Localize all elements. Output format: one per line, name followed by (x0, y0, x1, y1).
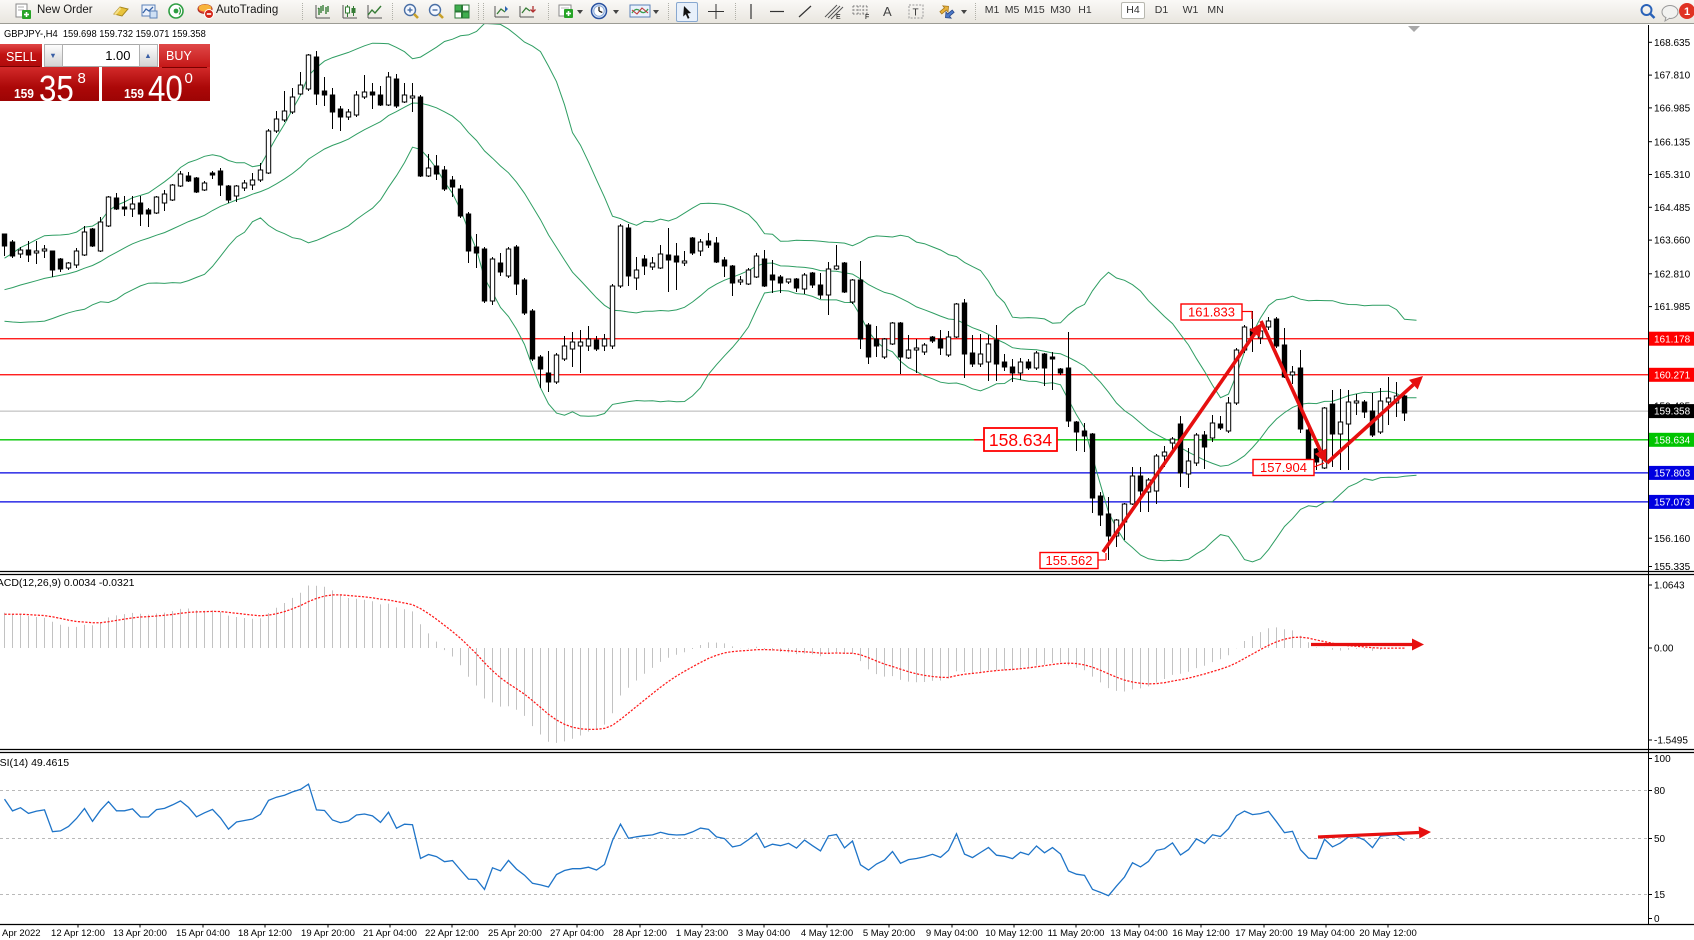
svg-text:166.985: 166.985 (1654, 104, 1691, 115)
svg-text:157.073: 157.073 (1654, 498, 1691, 509)
svg-text:18 Apr 12:00: 18 Apr 12:00 (238, 928, 292, 939)
svg-text:163.660: 163.660 (1654, 236, 1691, 247)
svg-text:9 May 04:00: 9 May 04:00 (926, 928, 978, 939)
svg-text:-1.5495: -1.5495 (1654, 736, 1688, 747)
svg-text:1 May 23:00: 1 May 23:00 (676, 928, 728, 939)
svg-text:161.178: 161.178 (1654, 334, 1691, 345)
svg-text:17 May 20:00: 17 May 20:00 (1235, 928, 1293, 939)
svg-text:22 Apr 12:00: 22 Apr 12:00 (425, 928, 479, 939)
svg-text:155.335: 155.335 (1654, 562, 1691, 573)
svg-text:161.833: 161.833 (1188, 305, 1235, 320)
svg-text:13 May 04:00: 13 May 04:00 (1110, 928, 1168, 939)
svg-text:156.160: 156.160 (1654, 534, 1691, 545)
svg-text:25 Apr 20:00: 25 Apr 20:00 (488, 928, 542, 939)
svg-text:MACD(12,26,9) 0.0034 -0.0321: MACD(12,26,9) 0.0034 -0.0321 (0, 577, 135, 589)
svg-text:28 Apr 12:00: 28 Apr 12:00 (613, 928, 667, 939)
svg-text:5 May 20:00: 5 May 20:00 (863, 928, 915, 939)
svg-text:Apr 2022: Apr 2022 (2, 928, 41, 939)
svg-text:157.803: 157.803 (1654, 469, 1691, 480)
svg-text:RSI(14) 49.4615: RSI(14) 49.4615 (0, 757, 69, 769)
svg-text:12 Apr 12:00: 12 Apr 12:00 (51, 928, 105, 939)
svg-text:0: 0 (1654, 914, 1660, 925)
svg-text:167.810: 167.810 (1654, 71, 1691, 82)
svg-text:10 May 12:00: 10 May 12:00 (985, 928, 1043, 939)
svg-text:158.634: 158.634 (1654, 435, 1691, 446)
svg-text:1.0643: 1.0643 (1654, 581, 1685, 592)
svg-text:162.810: 162.810 (1654, 269, 1691, 280)
svg-text:19 May 04:00: 19 May 04:00 (1297, 928, 1355, 939)
svg-text:166.135: 166.135 (1654, 137, 1691, 148)
svg-text:80: 80 (1654, 786, 1666, 797)
svg-text:15 Apr 04:00: 15 Apr 04:00 (176, 928, 230, 939)
svg-text:4 May 12:00: 4 May 12:00 (801, 928, 853, 939)
svg-text:160.271: 160.271 (1654, 370, 1691, 381)
svg-text:F: F (865, 14, 869, 21)
svg-text:158.634: 158.634 (989, 430, 1053, 450)
svg-text:161.985: 161.985 (1654, 302, 1691, 313)
svg-text:165.310: 165.310 (1654, 170, 1691, 181)
svg-text:11 May 20:00: 11 May 20:00 (1048, 928, 1105, 939)
svg-text:20 May 12:00: 20 May 12:00 (1359, 928, 1417, 939)
svg-text:0.00: 0.00 (1654, 644, 1674, 655)
svg-text:168.635: 168.635 (1654, 38, 1691, 49)
svg-text:T: T (913, 8, 919, 19)
svg-text:15: 15 (1654, 890, 1666, 901)
svg-text:16 May 12:00: 16 May 12:00 (1172, 928, 1230, 939)
svg-text:155.562: 155.562 (1046, 553, 1093, 568)
svg-text:19 Apr 20:00: 19 Apr 20:00 (301, 928, 355, 939)
svg-text:100: 100 (1654, 754, 1671, 765)
svg-text:E: E (836, 14, 841, 21)
svg-text:27 Apr 04:00: 27 Apr 04:00 (550, 928, 604, 939)
svg-text:157.904: 157.904 (1260, 460, 1307, 475)
svg-text:1: 1 (1684, 6, 1690, 18)
svg-text:164.485: 164.485 (1654, 203, 1691, 214)
svg-text:21 Apr 04:00: 21 Apr 04:00 (363, 928, 417, 939)
svg-text:13 Apr 20:00: 13 Apr 20:00 (113, 928, 167, 939)
svg-text:50: 50 (1654, 834, 1666, 845)
svg-text:3 May 04:00: 3 May 04:00 (738, 928, 790, 939)
svg-text:159.358: 159.358 (1654, 407, 1691, 418)
